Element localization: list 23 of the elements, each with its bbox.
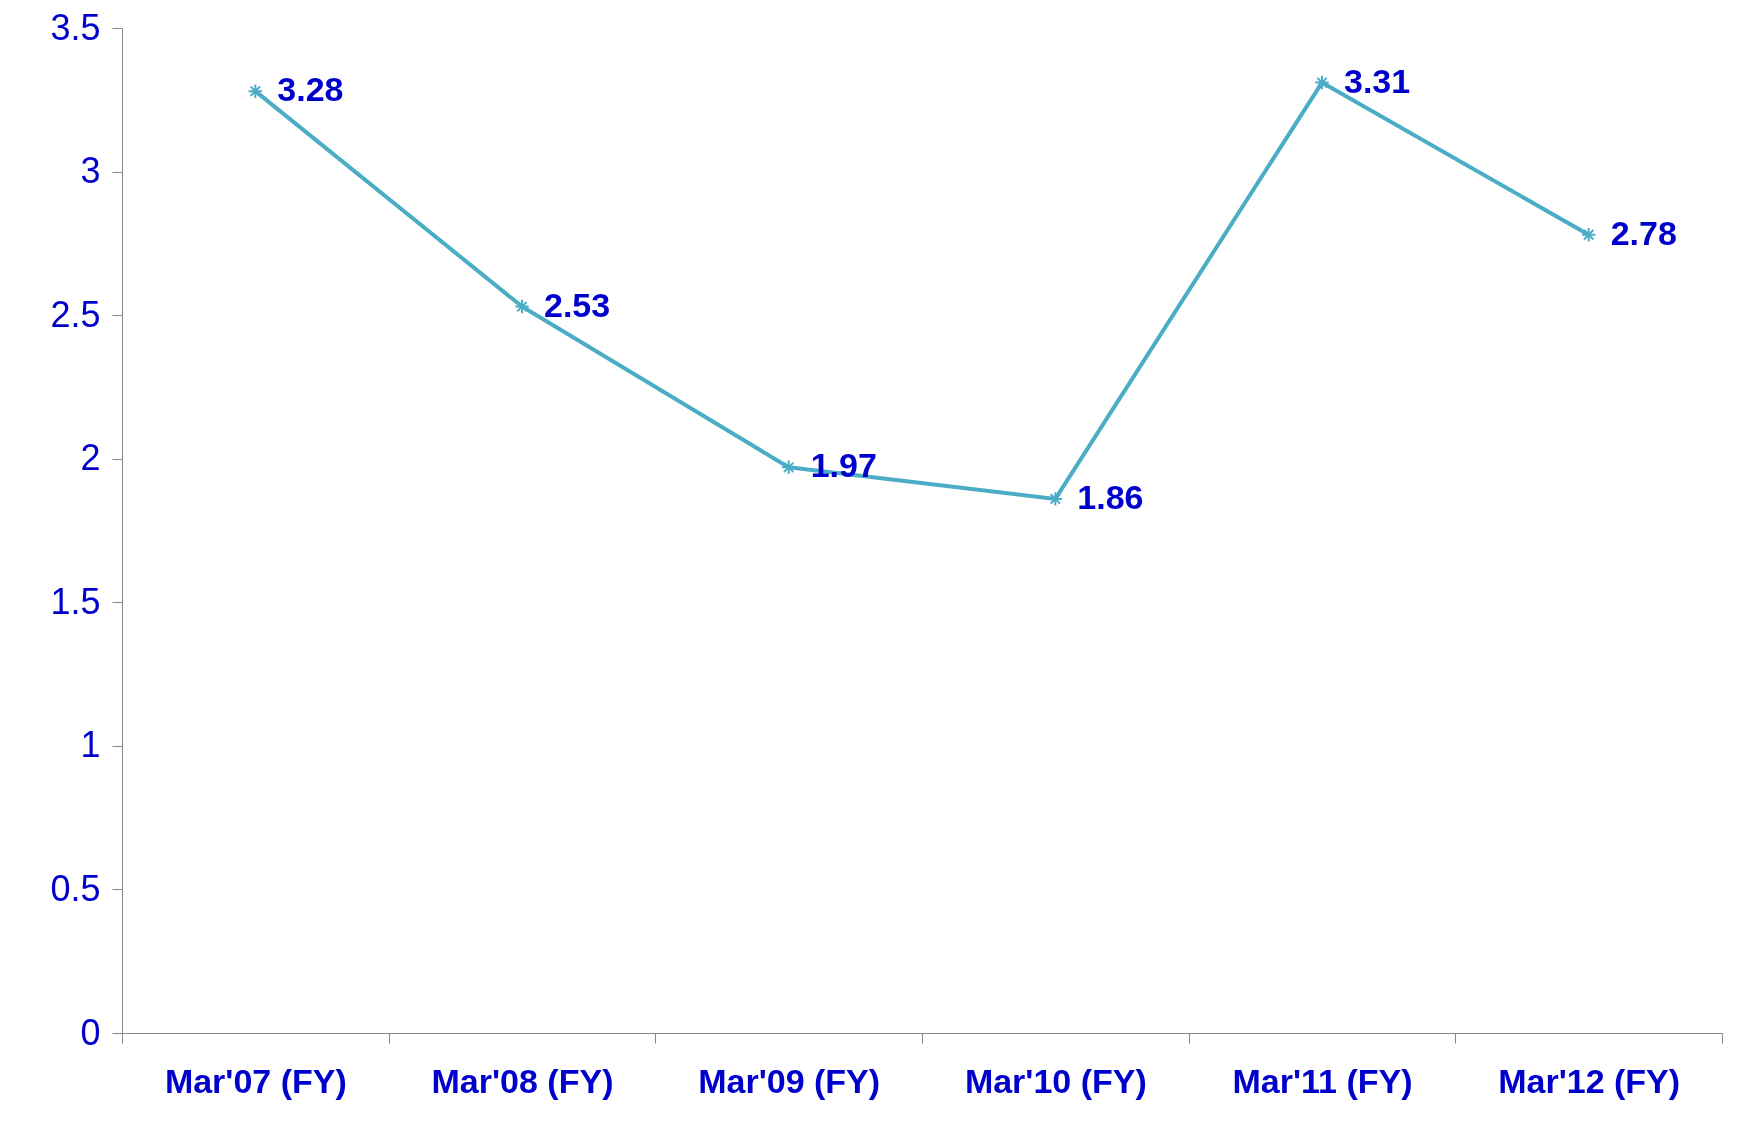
- y-tick-label: 3.5: [50, 6, 101, 48]
- y-tick-label: 0: [80, 1011, 101, 1053]
- point: [1580, 227, 1597, 243]
- x-tick-label: Mar'09 (FY): [698, 1061, 881, 1100]
- point: [514, 298, 530, 315]
- y-tick-label: 2.5: [50, 293, 101, 335]
- point: [247, 83, 264, 99]
- y-tick-label: 3: [80, 150, 101, 192]
- x-tick-label: Mar'12 (FY): [1498, 1061, 1681, 1100]
- x-tick-label: Mar'10 (FY): [964, 1061, 1147, 1100]
- data-label: 2.78: [1610, 213, 1677, 252]
- y-tick-label: 2: [80, 437, 101, 479]
- data-label: 2.53: [544, 285, 611, 324]
- x-tick-label: Mar'11 (FY): [1232, 1061, 1413, 1100]
- y-tick-label: 0.5: [50, 867, 101, 909]
- y-tick-label: 1: [80, 724, 101, 766]
- point: [1314, 74, 1330, 91]
- y-tick-label: 1.5: [50, 580, 101, 622]
- x-tick-label: Mar'07 (FY): [164, 1061, 347, 1100]
- data-label: 1.86: [1077, 477, 1144, 516]
- data-label: 3.28: [277, 70, 344, 109]
- x-tick-label: Mar'08 (FY): [431, 1061, 614, 1100]
- data-label: 3.31: [1344, 61, 1411, 100]
